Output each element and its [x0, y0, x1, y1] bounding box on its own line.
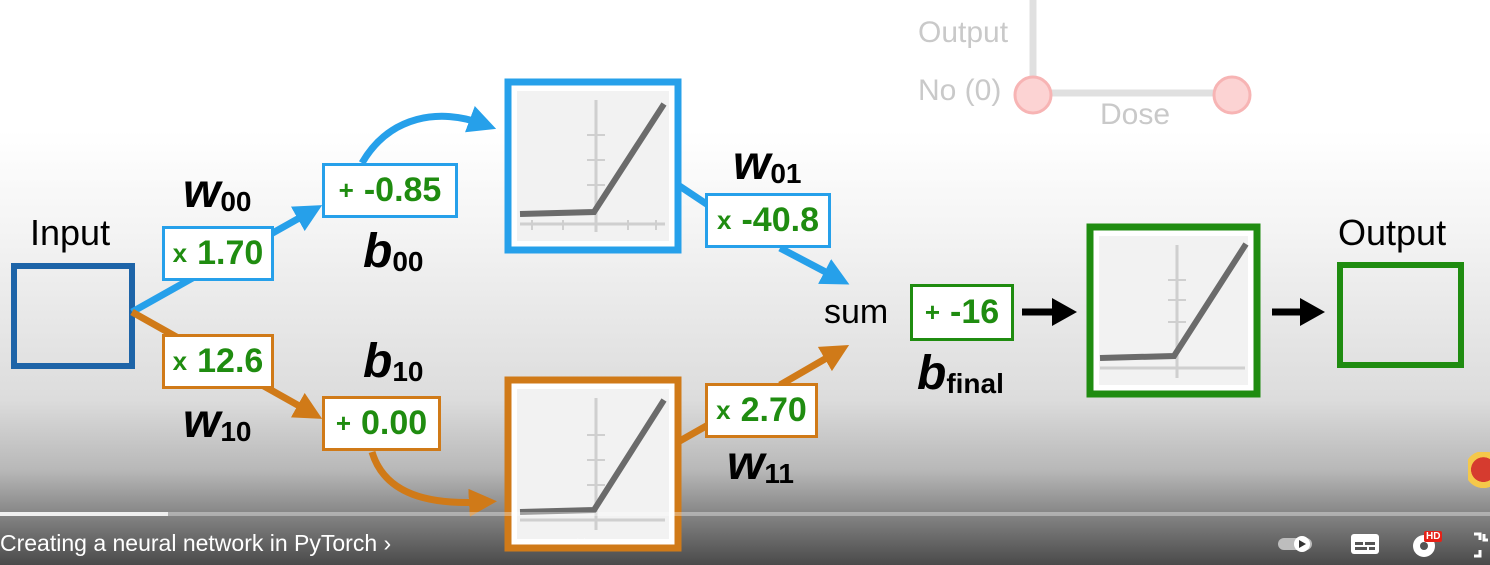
input-node [11, 263, 135, 369]
inset-point [1013, 75, 1053, 115]
relu-node-final [1086, 223, 1261, 398]
weight-box-w11: x 2.70 [705, 383, 818, 438]
sum-label: sum [824, 293, 889, 331]
fullscreen-exit-icon[interactable] [1472, 532, 1490, 558]
autoplay-toggle-icon[interactable] [1278, 536, 1314, 552]
bias-box-b00: + -0.85 [322, 163, 458, 218]
weight-box-w10: x 12.6 [162, 334, 274, 389]
weight-symbol-w00: w00 [183, 165, 252, 218]
progress-bar[interactable] [0, 512, 1490, 516]
subtitles-icon[interactable] [1350, 533, 1380, 555]
weight-symbol-w01: w01 [733, 137, 802, 190]
weight-box-w00: x 1.70 [162, 226, 274, 281]
output-label: Output [1338, 212, 1447, 253]
edge-bottom-bias-to-node [368, 450, 497, 517]
output-node [1337, 262, 1464, 368]
inset-point [1212, 75, 1252, 115]
chapter-title: Creating a neural network in PyTorch [0, 530, 378, 556]
bias-box-b10: +0.00 [322, 396, 441, 451]
relu-node-top [504, 78, 682, 254]
weight-box-w01: x -40.8 [705, 193, 831, 248]
arrow-sum-to-final [1022, 298, 1077, 326]
arrow-final-to-output [1272, 298, 1325, 326]
weight-symbol-w10: w10 [183, 395, 252, 448]
settings-icon[interactable]: HD [1410, 530, 1444, 560]
progress-bar-fill [0, 512, 169, 516]
weight-symbol-w11: w11 [727, 437, 794, 490]
edge-top-weight-to-sum [778, 244, 850, 285]
hd-badge: HD [1424, 531, 1443, 542]
inset-axis-label: Output [918, 16, 1009, 49]
edge-bottom-weight-to-sum [778, 344, 850, 389]
chevron-down-icon[interactable]: ⌄ [572, 524, 591, 549]
bias-symbol-b00: b00 [363, 225, 424, 278]
relu-node-bottom [504, 376, 682, 552]
edge-bottom-node-to-weight [676, 421, 710, 446]
inset-graph [1013, 0, 1252, 115]
input-label: Input [30, 212, 111, 253]
chapter-title-button[interactable]: Creating a neural network in PyTorch › [0, 530, 391, 557]
inset-x-label: Dose [1100, 98, 1171, 131]
bias-symbol-final: bfinal [917, 347, 1004, 400]
bias-symbol-b10: b10 [363, 335, 424, 388]
edge-top-bias-to-node [358, 106, 497, 165]
bias-box-final: + -16 [910, 284, 1014, 341]
channel-mascot-icon [1468, 452, 1490, 496]
inset-tick-label: No (0) [918, 74, 1002, 107]
chevron-right-icon: › [383, 530, 392, 556]
edge-top-node-to-weight [676, 182, 710, 208]
